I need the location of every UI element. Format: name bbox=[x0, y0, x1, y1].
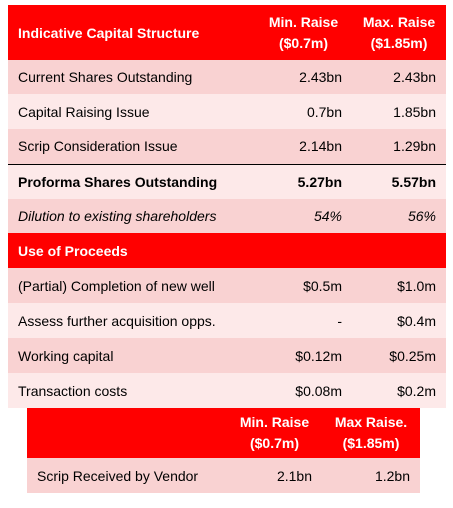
column-header: Max. Raise ($1.85m) bbox=[352, 5, 446, 60]
value: 5.27bn bbox=[255, 163, 352, 199]
row: Scrip Consideration Issue 2.14bn 1.29bn bbox=[8, 129, 446, 164]
capital-structure-table: Indicative Capital Structure Min. Raise (… bbox=[8, 5, 446, 408]
value: 1.85bn bbox=[393, 103, 436, 120]
column-name: Min. Raise bbox=[268, 13, 339, 30]
row: Current Shares Outstanding 2.43bn 2.43bn bbox=[8, 60, 446, 94]
label: Assess further acquisition opps. bbox=[18, 312, 216, 329]
column-header: Min. Raise ($0.7m) bbox=[255, 5, 352, 60]
value: - bbox=[337, 312, 342, 329]
value: $0.5m bbox=[303, 277, 342, 294]
label: Working capital bbox=[18, 347, 114, 364]
column-name: Max Raise. bbox=[334, 414, 408, 430]
column-amount: ($1.85m) bbox=[370, 34, 428, 51]
section-row: Use of Proceeds bbox=[8, 233, 446, 268]
value: 54% bbox=[313, 208, 342, 224]
column-name: Min. Raise bbox=[239, 414, 310, 430]
row: (Partial) Completion of new well $0.5m $1.… bbox=[8, 268, 446, 303]
value: $0.12m bbox=[295, 347, 342, 364]
label: Proforma Shares Outstanding bbox=[8, 163, 255, 199]
value: $0.25m bbox=[389, 347, 436, 364]
column-amount: ($0.7m) bbox=[278, 34, 329, 51]
label: Dilution to existing shareholders bbox=[18, 208, 217, 224]
value: 5.57bn bbox=[352, 163, 446, 199]
row: Scrip Received by Vendor 2.1bn 1.2bn bbox=[27, 458, 420, 493]
label: Capital Raising Issue bbox=[18, 103, 150, 120]
header-row: Indicative Capital Structure Min. Raise (… bbox=[8, 5, 446, 60]
row: Dilution to existing shareholders 54% 56% bbox=[8, 199, 446, 233]
empty-header bbox=[27, 408, 227, 458]
table-title: Indicative Capital Structure bbox=[18, 24, 200, 41]
value: 2.14bn bbox=[299, 138, 342, 155]
label: Transaction costs bbox=[18, 382, 128, 399]
header-row: Min. Raise ($0.7m) Max Raise. ($1.85m) bbox=[27, 408, 420, 458]
value: 2.1bn bbox=[276, 467, 312, 484]
value: 0.7bn bbox=[306, 103, 342, 120]
value: 1.2bn bbox=[374, 467, 410, 484]
value: 2.43bn bbox=[299, 69, 342, 85]
column-amount: ($0.7m) bbox=[249, 435, 300, 451]
column-header: Max Raise. ($1.85m) bbox=[322, 408, 420, 458]
section-title: Use of Proceeds bbox=[18, 242, 128, 259]
column-name: Max. Raise bbox=[362, 13, 436, 30]
label: Scrip Consideration Issue bbox=[18, 138, 178, 155]
value: $0.2m bbox=[397, 382, 436, 399]
row: Working capital $0.12m $0.25m bbox=[8, 338, 446, 373]
value: 56% bbox=[407, 208, 436, 224]
value: $1.0m bbox=[397, 277, 436, 294]
value: $0.4m bbox=[397, 312, 436, 329]
value: 2.43bn bbox=[393, 69, 436, 85]
row: Assess further acquisition opps. - $0.4m bbox=[8, 303, 446, 338]
row: Capital Raising Issue 0.7bn 1.85bn bbox=[8, 94, 446, 129]
label: (Partial) Completion of new well bbox=[18, 277, 215, 294]
label: Scrip Received by Vendor bbox=[37, 467, 199, 484]
total-row: Proforma Shares Outstanding 5.27bn 5.57bn bbox=[8, 163, 446, 199]
value: $0.08m bbox=[295, 382, 342, 399]
value: 1.29bn bbox=[393, 138, 436, 155]
row: Transaction costs $0.08m $0.2m bbox=[8, 373, 446, 408]
column-amount: ($1.85m) bbox=[342, 435, 400, 451]
column-header: Min. Raise ($0.7m) bbox=[227, 408, 322, 458]
vendor-table: Min. Raise ($0.7m) Max Raise. ($1.85m) Scr… bbox=[27, 408, 420, 493]
label: Current Shares Outstanding bbox=[18, 69, 193, 85]
